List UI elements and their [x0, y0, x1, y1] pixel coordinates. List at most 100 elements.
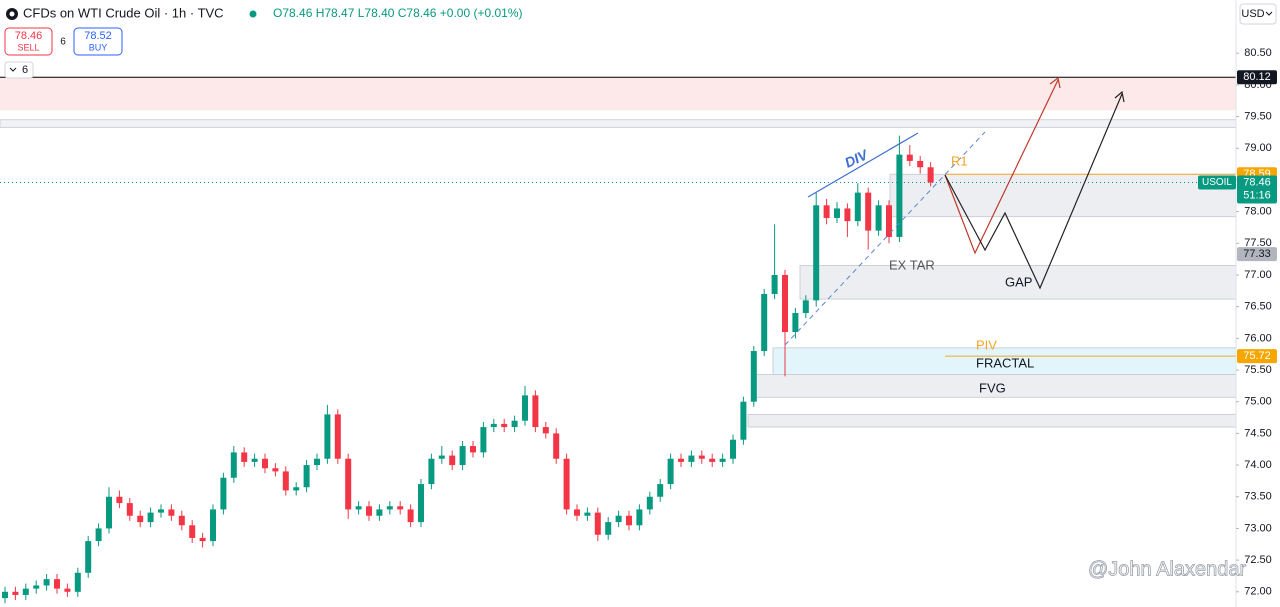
buy-button[interactable]	[73, 27, 123, 56]
y-tick-label: 77.50	[1244, 237, 1272, 249]
projection-black	[944, 93, 1123, 290]
zone	[889, 173, 1237, 218]
candle-body	[615, 515, 622, 523]
sell-button[interactable]	[4, 27, 53, 56]
y-tick-label: 73.00	[1244, 522, 1272, 534]
candle-body	[376, 509, 383, 516]
candle-body	[542, 427, 549, 434]
candle-body	[532, 395, 539, 428]
candle-body	[386, 506, 393, 510]
candle-body	[605, 522, 612, 535]
candle-body	[418, 484, 424, 523]
arrow-head	[1114, 90, 1125, 103]
candle-body	[199, 537, 206, 542]
candle-body	[844, 208, 851, 222]
candle-body	[314, 458, 320, 466]
candle-body	[293, 487, 300, 491]
candle-body	[64, 588, 71, 592]
candle-body	[168, 509, 175, 516]
symbol-badge	[1198, 175, 1236, 190]
candle-body	[158, 509, 164, 513]
candle-body	[802, 300, 809, 314]
indicator-count[interactable]: 6	[22, 64, 28, 76]
candle-body	[106, 496, 112, 529]
candle-body	[2, 591, 8, 599]
projection-red	[944, 79, 1059, 255]
candle-body	[459, 446, 466, 466]
candle-body	[470, 446, 476, 453]
price-label-bg	[1237, 247, 1277, 262]
candle-body	[230, 452, 237, 478]
y-tick-label: 72.50	[1244, 554, 1272, 566]
candle-body	[189, 525, 196, 538]
candle-body	[823, 205, 830, 218]
status-dot	[249, 10, 257, 18]
last-price-bg	[1237, 175, 1277, 204]
candle-body	[626, 515, 632, 526]
candle-body	[761, 293, 768, 352]
y-tick-label: 74.00	[1244, 459, 1272, 471]
candle-body	[906, 154, 913, 161]
candle-body	[220, 477, 227, 510]
y-tick-label: 79.50	[1244, 110, 1272, 122]
candle-body	[865, 192, 872, 231]
annotation: GAP	[1005, 274, 1032, 289]
currency[interactable]: USD	[1241, 8, 1264, 20]
price-label-bg	[1237, 70, 1277, 85]
candle-body	[116, 496, 123, 504]
annotation: PIV	[976, 337, 997, 352]
candle-body	[241, 452, 248, 462]
candle-body	[262, 458, 268, 469]
sell-label[interactable]: SELL	[17, 42, 39, 52]
candle-body	[698, 455, 705, 459]
candle-body	[147, 512, 154, 523]
candle-body	[22, 588, 29, 595]
y-tick-label: 78.00	[1244, 206, 1272, 218]
currency-button[interactable]	[1239, 3, 1277, 25]
ohlc: O78.46 H78.47 L78.40 C78.46 +0.00 (+0.01…	[273, 6, 523, 20]
y-tick-label: 77.00	[1244, 269, 1272, 281]
y-tick-label: 75.00	[1244, 396, 1272, 408]
price-axis	[1236, 0, 1280, 607]
candle-body	[574, 509, 580, 516]
candle-body	[324, 414, 331, 459]
annotation: FRACTAL	[976, 355, 1034, 370]
candle-body	[594, 512, 601, 535]
candle-body	[178, 515, 185, 526]
candle-body	[438, 455, 445, 459]
y-tick-label: 79.00	[1244, 142, 1272, 154]
buy-label[interactable]: BUY	[89, 42, 108, 52]
axis-labels: 72.00 72.50 73.00 73.50 74.00 74.50 75.00 75.50…	[1198, 47, 1277, 598]
candle-body	[896, 154, 903, 237]
y-tick-label: 72.00	[1244, 586, 1272, 598]
chevron	[9, 67, 17, 72]
candle-body	[407, 509, 414, 523]
y-tick-label: 76.50	[1244, 301, 1272, 313]
price-label: 75.72	[1243, 350, 1271, 362]
candle-body	[428, 458, 435, 485]
candle-body	[43, 579, 50, 586]
zones	[0, 76, 1237, 428]
y-tick-label: 74.50	[1244, 427, 1272, 439]
candle-body	[719, 458, 726, 462]
candle-body	[85, 541, 92, 573]
candle-body	[272, 468, 279, 472]
candle-body	[501, 423, 508, 428]
candle-body	[782, 274, 788, 333]
price-label: 77.33	[1243, 248, 1271, 260]
buy-price[interactable]: 78.52	[84, 30, 112, 42]
chevron	[1265, 11, 1273, 16]
plot	[2, 135, 934, 604]
candle-body	[886, 205, 892, 237]
candle-body	[678, 458, 684, 462]
annotation: FVG	[979, 380, 1006, 395]
indicators-button[interactable]	[4, 61, 34, 79]
candle-body	[792, 313, 799, 333]
symbol-title: CFDs on WTI Crude Oil · 1h · TVC	[23, 5, 224, 20]
candle-body	[709, 458, 716, 462]
price-label-bg	[1237, 349, 1277, 364]
sell-price[interactable]: 78.46	[15, 30, 43, 42]
candle-body	[282, 471, 289, 491]
